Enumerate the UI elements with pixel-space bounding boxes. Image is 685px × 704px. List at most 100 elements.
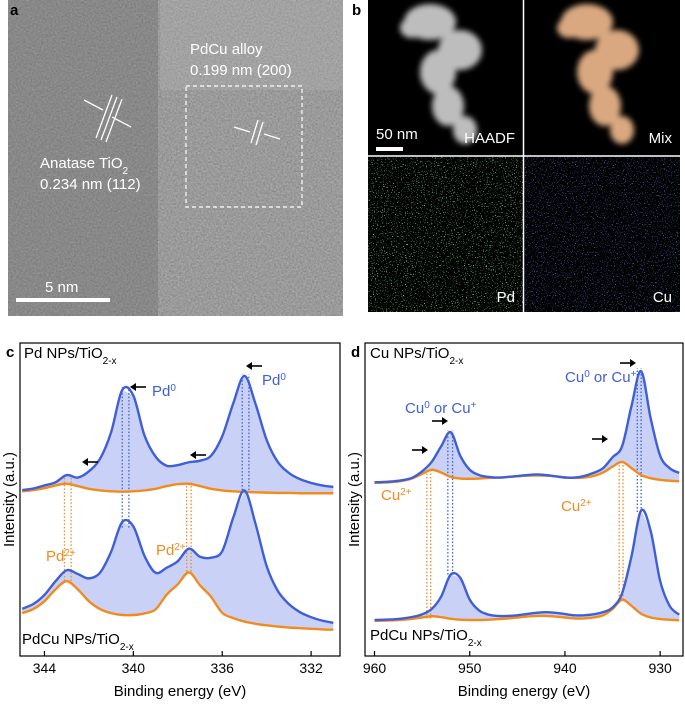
panel-label: c — [6, 344, 14, 361]
label-sup: 2+ — [174, 542, 186, 553]
scale-bar-label: 5 nm — [45, 279, 78, 296]
annotation: Cu0 or Cu+ — [565, 369, 637, 387]
fit-line — [21, 489, 334, 625]
annotation: PdCu NPs/TiO2-x — [22, 631, 134, 653]
panel-label: d — [351, 344, 360, 361]
annotation: Cu0 or Cu+ — [405, 400, 477, 418]
label-part: or Cu — [590, 369, 631, 386]
annotation: PdCu NPs/TiO2-x — [370, 627, 482, 649]
x-tick-label: 340 — [122, 660, 146, 676]
annotation: Cu2+ — [381, 487, 412, 505]
tem-shade — [160, 0, 343, 90]
label-sup: 0 — [424, 400, 430, 411]
lattice-marks — [83, 94, 281, 146]
mix-blobs — [557, 4, 639, 144]
x-tick-label: 930 — [648, 660, 672, 676]
component-fill — [374, 371, 680, 483]
x-tick-label: 940 — [553, 660, 577, 676]
alloy-label: PdCu alloy — [190, 41, 263, 58]
label-sup: 2+ — [400, 487, 412, 498]
label-part: Cu NPs/TiO — [370, 345, 449, 362]
cu-map — [525, 157, 680, 312]
map-label: Pd — [497, 289, 515, 306]
tem-texture — [8, 0, 343, 316]
fit-line — [374, 369, 680, 484]
plot-frame — [19, 342, 341, 657]
pd-map — [368, 157, 523, 312]
tem-shade — [8, 0, 158, 316]
label-sub: 2 — [123, 166, 129, 177]
y-axis-label: Intensity (a.u.) — [346, 452, 363, 547]
label-sup: + — [631, 369, 637, 380]
scale-bar-label: 50 nm — [376, 126, 418, 143]
label-sub: 2-x — [103, 356, 117, 367]
arrow-head — [630, 359, 636, 367]
fit-line — [22, 374, 334, 492]
arrow-head — [246, 362, 252, 370]
alloy-spacing: 0.199 nm (200) — [190, 62, 292, 79]
y-axis-label: Intensity (a.u.) — [1, 452, 18, 547]
zoom-box — [185, 85, 303, 208]
fit-line — [374, 598, 680, 623]
x-tick-label: 960 — [363, 660, 387, 676]
label-part: Anatase TiO — [40, 155, 123, 172]
annotation: Pd0 — [262, 372, 286, 390]
label-part: PdCu NPs/TiO — [22, 631, 120, 648]
annotation: Pd2+ — [46, 548, 76, 566]
label-sup: + — [471, 400, 477, 411]
label-sub: 2-x — [449, 356, 463, 367]
annotation: Cu NPs/TiO2-x — [370, 345, 463, 367]
label-part: Cu — [561, 498, 580, 515]
panel-label: a — [10, 2, 19, 19]
component-fill — [374, 510, 680, 621]
label-part: Cu — [381, 487, 400, 504]
plot-area — [374, 368, 681, 623]
annotation: Cu2+ — [561, 498, 592, 516]
label-part: PdCu NPs/TiO — [370, 627, 468, 644]
plot-frame — [364, 342, 684, 657]
plot-area — [21, 374, 334, 631]
anatase-label: Anatase TiO2 — [40, 155, 129, 177]
x-axis-label: Binding energy (eV) — [114, 683, 247, 700]
label-part: Pd — [156, 542, 174, 559]
panel-a: a PdCu alloy 0.199 nm (200) Anatase TiO2… — [8, 0, 343, 316]
label-part: or Cu — [430, 400, 471, 417]
panel-b: b 50 nm HAADF Mix Pd Cu — [352, 0, 680, 312]
arrow-head — [82, 458, 88, 466]
panel-label: b — [352, 2, 361, 19]
label-part: Pd — [152, 383, 170, 400]
label-part: Cu — [565, 369, 584, 386]
label-part: Cu — [405, 400, 424, 417]
x-tick-label: 336 — [211, 660, 235, 676]
label-sup: 0 — [170, 383, 176, 394]
label-sup: 2+ — [64, 548, 76, 559]
label-sup: 0 — [584, 369, 590, 380]
arrow-head — [422, 446, 428, 454]
annotation: Pd0 — [152, 383, 176, 401]
x-tick-label: 950 — [458, 660, 482, 676]
label-part: Pd — [262, 372, 280, 389]
label-part: Pd NPs/TiO — [24, 345, 103, 362]
x-tick-label: 332 — [299, 660, 323, 676]
label-sub: 2-x — [120, 642, 134, 653]
xps-panel: 344 340 336 332 Binding energy (eV) Intensity… — [1, 342, 341, 700]
map-label: Mix — [649, 130, 673, 147]
annotation: Pd NPs/TiO2-x — [24, 345, 117, 367]
arrow-head — [130, 383, 136, 391]
arrow-head — [190, 451, 196, 459]
label-part: Pd — [46, 548, 64, 565]
label-sup: 2+ — [580, 498, 592, 509]
fit-line — [21, 571, 334, 631]
map-label: Cu — [653, 289, 672, 306]
x-axis-label: Binding energy (eV) — [458, 683, 591, 700]
anatase-spacing: 0.234 nm (112) — [40, 176, 141, 193]
label-sub: 2-x — [468, 638, 482, 649]
label-sup: 0 — [280, 372, 286, 383]
arrow-head — [602, 435, 608, 443]
annotation: Pd2+ — [156, 542, 186, 560]
x-tick-label: 344 — [33, 660, 57, 676]
fit-line — [374, 508, 681, 622]
xps-panel: 960 950 940 930 Binding energy (eV) Intensity… — [346, 342, 684, 700]
